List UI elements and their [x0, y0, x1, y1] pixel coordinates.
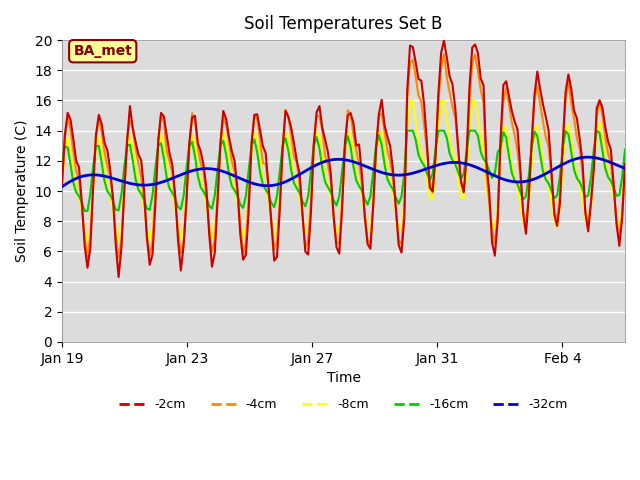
Title: Soil Temperatures Set B: Soil Temperatures Set B — [244, 15, 443, 33]
Legend: -2cm, -4cm, -8cm, -16cm, -32cm: -2cm, -4cm, -8cm, -16cm, -32cm — [115, 394, 573, 417]
Text: BA_met: BA_met — [74, 44, 132, 58]
X-axis label: Time: Time — [326, 371, 360, 385]
Y-axis label: Soil Temperature (C): Soil Temperature (C) — [15, 120, 29, 262]
